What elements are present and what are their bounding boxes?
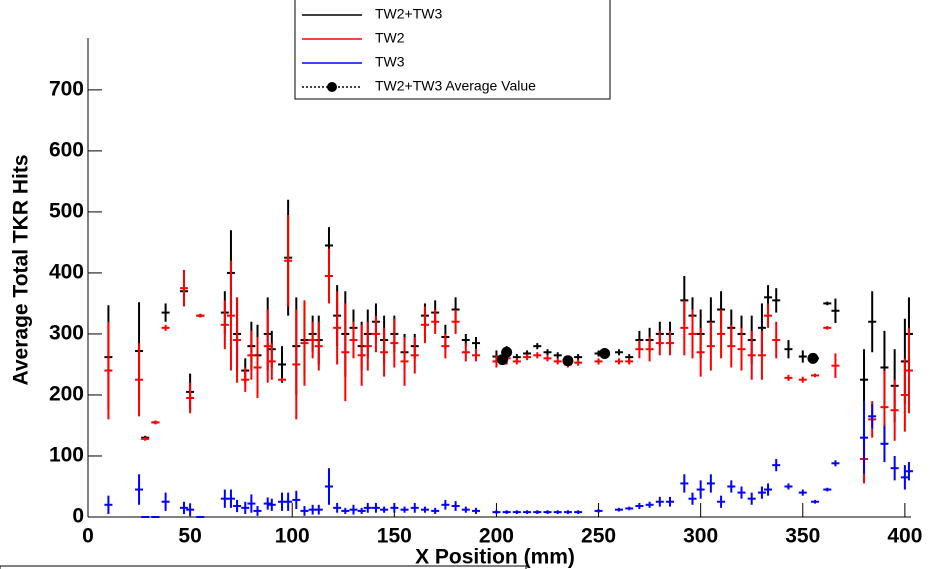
y-axis-label: Average Total TKR Hits — [10, 154, 33, 385]
y-tick-label: 100 — [49, 444, 84, 467]
y-tick-label: 0 — [72, 505, 84, 528]
average-point — [807, 352, 819, 364]
average-point — [501, 346, 513, 358]
legend-label: TW2 — [375, 30, 405, 46]
legend — [294, 0, 611, 100]
x-axis-label: X Position (mm) — [415, 546, 575, 569]
x-tick-label: 150 — [377, 525, 412, 548]
x-tick-label: 300 — [683, 525, 718, 548]
legend-marker — [327, 82, 337, 92]
lower-panel — [0, 565, 527, 569]
x-tick-label: 0 — [82, 525, 94, 548]
y-tick-label: 500 — [49, 199, 84, 222]
legend-label: TW2+TW3 Average Value — [375, 78, 536, 94]
legend-label: TW2+TW3 — [375, 6, 442, 22]
y-tick-label: 600 — [49, 138, 84, 161]
average-point — [562, 355, 574, 367]
x-tick-label: 400 — [887, 525, 922, 548]
y-tick-label: 400 — [49, 260, 84, 283]
x-tick-label: 100 — [275, 525, 310, 548]
x-tick-label: 250 — [581, 525, 616, 548]
y-tick-label: 700 — [49, 77, 84, 100]
legend-label: TW3 — [375, 54, 405, 70]
average-point — [599, 347, 611, 359]
x-tick-label: 200 — [479, 525, 514, 548]
x-tick-label: 50 — [178, 525, 201, 548]
y-tick-label: 200 — [49, 383, 84, 406]
y-tick-label: 300 — [49, 321, 84, 344]
x-tick-label: 350 — [785, 525, 820, 548]
